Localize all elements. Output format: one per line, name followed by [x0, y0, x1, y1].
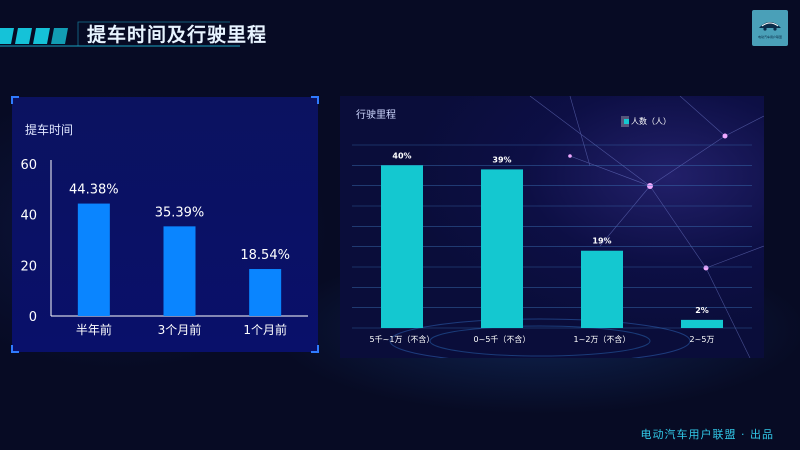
bar — [249, 269, 282, 316]
mileage-panel: 行驶里程 人数（人） 40% 5千~1万（不含） 39% 0~5千（不含） 19% 1~2… — [340, 96, 764, 358]
x-tick-label: 1~2万（不含） — [574, 334, 631, 344]
chart-title: 提车时间 — [25, 123, 74, 137]
y-tick-label: 20 — [20, 259, 37, 274]
page-title: 提车时间及行驶里程 — [87, 24, 268, 46]
logo: 电动汽车用户联盟 — [752, 10, 788, 46]
data-label: 39% — [492, 155, 511, 164]
x-tick-label: 5千~1万（不含） — [370, 334, 435, 344]
pickup-time-panel: 提车时间 0 20 40 60 44.38% 半年前 35.39% 3个月前 18.54% 1个月… — [11, 96, 319, 353]
legend-swatch — [624, 119, 629, 124]
bar — [581, 250, 623, 328]
y-tick-label: 0 — [29, 310, 37, 325]
panel-corner — [311, 345, 319, 353]
bar — [77, 203, 110, 316]
bar — [163, 226, 196, 316]
pickup-time-chart: 0 20 40 60 44.38% 半年前 35.39% 3个月前 18.54% 1个月前 — [20, 158, 308, 337]
mileage-chart: 40% 5千~1万（不含） 39% 0~5千（不含） 19% 1~2万（不含） 2% 2~5万 — [352, 144, 752, 344]
data-label: 35.39% — [155, 205, 205, 220]
panel-corner — [11, 345, 19, 353]
chart-title: 行驶里程 — [356, 110, 396, 121]
x-tick-label: 3个月前 — [158, 322, 202, 337]
footer-credit: 电动汽车用户联盟 · 出品 — [640, 428, 774, 441]
data-label: 18.54% — [240, 248, 290, 263]
x-tick-label: 2~5万 — [690, 335, 715, 344]
panel-corner — [11, 96, 19, 104]
x-tick-label: 半年前 — [76, 322, 112, 337]
x-tick-label: 0~5千（不含） — [474, 334, 531, 344]
legend-label: 人数（人） — [631, 117, 671, 126]
data-label: 19% — [592, 237, 611, 246]
panel-corner — [311, 96, 319, 104]
data-label: 2% — [695, 306, 709, 315]
chart-legend: 人数（人） — [621, 116, 671, 127]
header-decoration — [0, 21, 240, 47]
network-background — [389, 96, 764, 358]
ev-alliance-logo-icon — [759, 22, 781, 31]
logo-text: 电动汽车用户联盟 — [757, 35, 782, 39]
y-tick-label: 60 — [20, 158, 37, 173]
bar — [381, 165, 423, 328]
bar — [481, 169, 523, 328]
y-tick-label: 40 — [20, 209, 37, 224]
data-label: 40% — [392, 151, 411, 160]
bar — [681, 319, 723, 328]
x-tick-label: 1个月前 — [243, 322, 287, 337]
data-label: 44.38% — [69, 183, 119, 198]
